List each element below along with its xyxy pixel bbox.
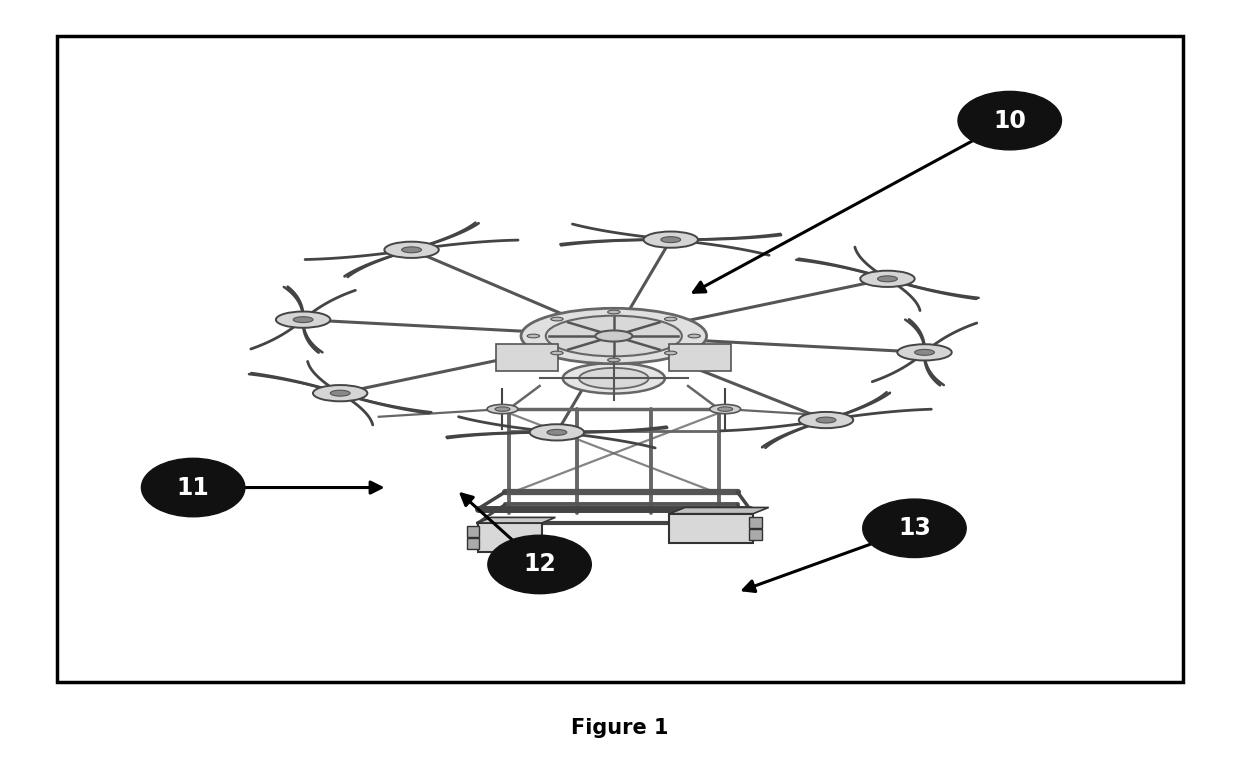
Ellipse shape (529, 425, 584, 441)
Text: 13: 13 (898, 516, 931, 540)
Text: 12: 12 (523, 553, 556, 577)
Ellipse shape (959, 91, 1061, 150)
Ellipse shape (718, 407, 733, 411)
Polygon shape (670, 507, 769, 513)
Ellipse shape (799, 412, 853, 428)
Ellipse shape (547, 429, 567, 435)
Ellipse shape (330, 390, 350, 396)
Ellipse shape (595, 330, 632, 341)
Ellipse shape (579, 368, 649, 388)
Ellipse shape (878, 276, 898, 282)
Ellipse shape (665, 317, 677, 321)
Ellipse shape (141, 459, 244, 516)
Ellipse shape (402, 247, 422, 252)
Ellipse shape (665, 351, 677, 355)
FancyBboxPatch shape (670, 513, 753, 543)
Ellipse shape (384, 242, 439, 258)
Ellipse shape (898, 344, 952, 361)
Ellipse shape (608, 358, 620, 362)
FancyBboxPatch shape (749, 517, 761, 528)
Ellipse shape (688, 334, 701, 338)
Text: Figure 1: Figure 1 (572, 718, 668, 738)
Ellipse shape (608, 310, 620, 314)
Ellipse shape (521, 308, 707, 364)
Ellipse shape (861, 271, 915, 287)
FancyBboxPatch shape (57, 36, 1183, 682)
Ellipse shape (563, 363, 665, 394)
FancyBboxPatch shape (496, 344, 558, 371)
Polygon shape (477, 517, 556, 523)
Ellipse shape (644, 232, 698, 248)
FancyBboxPatch shape (466, 538, 479, 549)
Ellipse shape (487, 535, 591, 594)
FancyBboxPatch shape (477, 523, 542, 552)
FancyBboxPatch shape (670, 344, 732, 371)
Ellipse shape (551, 317, 563, 321)
Text: 11: 11 (177, 476, 210, 499)
FancyBboxPatch shape (466, 527, 479, 537)
Ellipse shape (527, 334, 539, 338)
Ellipse shape (551, 351, 563, 355)
Ellipse shape (709, 405, 740, 414)
Ellipse shape (312, 385, 367, 401)
Ellipse shape (863, 499, 966, 557)
Ellipse shape (293, 317, 312, 323)
Ellipse shape (915, 350, 935, 355)
Ellipse shape (546, 316, 682, 357)
FancyBboxPatch shape (749, 529, 761, 540)
Ellipse shape (275, 312, 330, 328)
Ellipse shape (816, 417, 836, 423)
Ellipse shape (495, 407, 510, 411)
Ellipse shape (661, 237, 681, 242)
Ellipse shape (487, 405, 518, 414)
Text: 10: 10 (993, 109, 1027, 133)
